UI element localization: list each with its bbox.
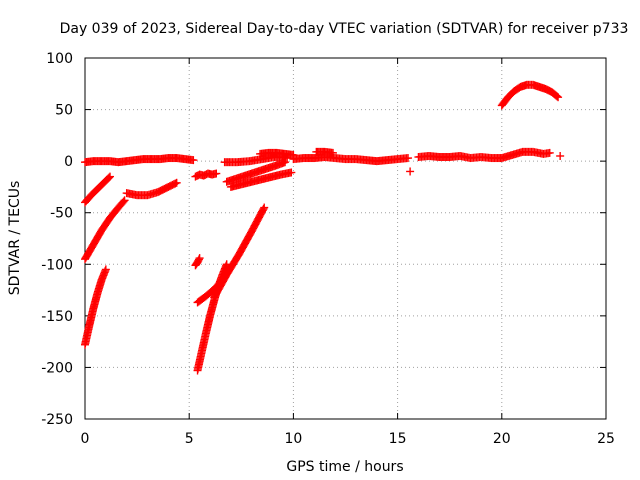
data-point	[189, 156, 198, 165]
y-tick-label: -100	[41, 257, 73, 273]
y-axis-label: SDTVAR / TECUs	[7, 181, 23, 296]
data-point	[106, 172, 115, 181]
data-point	[328, 148, 337, 157]
data-point	[195, 254, 204, 263]
y-tick-label: 0	[64, 154, 73, 170]
y-tick-label: -50	[50, 206, 73, 222]
data-point	[406, 167, 415, 176]
data-point	[545, 148, 554, 157]
x-tick-label: 10	[284, 431, 302, 447]
x-tick-label: 15	[389, 431, 407, 447]
chart-title: Day 039 of 2023, Sidereal Day-to-day VTE…	[60, 21, 629, 37]
y-tick-label: 50	[55, 103, 73, 119]
data-point	[172, 178, 181, 187]
data-point	[404, 154, 413, 163]
x-axis-label: GPS time / hours	[286, 459, 403, 475]
plot-frame	[84, 57, 607, 420]
data-point	[212, 169, 221, 178]
x-tick-label: 5	[185, 431, 194, 447]
data-point	[104, 173, 113, 182]
data-points	[81, 80, 565, 375]
data-point	[119, 197, 128, 206]
data-point	[120, 196, 129, 205]
x-tick-label: 25	[597, 431, 615, 447]
axis-ticks	[84, 57, 607, 420]
gridlines	[85, 58, 606, 419]
tick-labels: 0 5 10 15 20 25 -250 -200 -150 -100 -50 0 50 100	[41, 51, 615, 447]
x-tick-label: 0	[81, 431, 90, 447]
data-point	[553, 92, 562, 101]
data-point	[554, 93, 563, 102]
x-tick-label: 20	[493, 431, 511, 447]
data-point	[287, 168, 296, 177]
y-tick-label: -150	[41, 309, 73, 325]
data-point	[556, 151, 565, 160]
y-tick-label: -250	[41, 412, 73, 428]
data-point	[101, 265, 110, 274]
y-tick-label: -200	[41, 360, 73, 376]
data-point	[260, 203, 269, 212]
data-point	[259, 204, 268, 213]
y-tick-label: 100	[46, 51, 73, 67]
